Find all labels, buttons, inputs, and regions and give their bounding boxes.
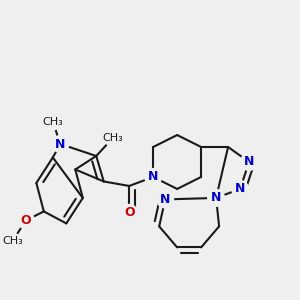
Text: N: N xyxy=(211,191,221,204)
Text: N: N xyxy=(55,137,65,151)
Text: CH₃: CH₃ xyxy=(102,133,123,143)
Circle shape xyxy=(241,154,257,170)
Text: N: N xyxy=(235,182,245,195)
Circle shape xyxy=(44,113,61,130)
Circle shape xyxy=(4,233,21,250)
Circle shape xyxy=(17,212,34,229)
Circle shape xyxy=(121,205,138,221)
Circle shape xyxy=(208,190,224,206)
Circle shape xyxy=(52,136,69,152)
Text: O: O xyxy=(20,214,31,227)
Circle shape xyxy=(157,191,174,208)
Text: CH₃: CH₃ xyxy=(42,116,63,127)
Text: CH₃: CH₃ xyxy=(2,236,23,246)
Text: O: O xyxy=(124,206,134,219)
Circle shape xyxy=(232,181,248,197)
Text: N: N xyxy=(160,193,170,206)
Text: N: N xyxy=(148,170,158,184)
Circle shape xyxy=(145,169,162,185)
Circle shape xyxy=(104,130,121,146)
Text: N: N xyxy=(244,155,254,169)
